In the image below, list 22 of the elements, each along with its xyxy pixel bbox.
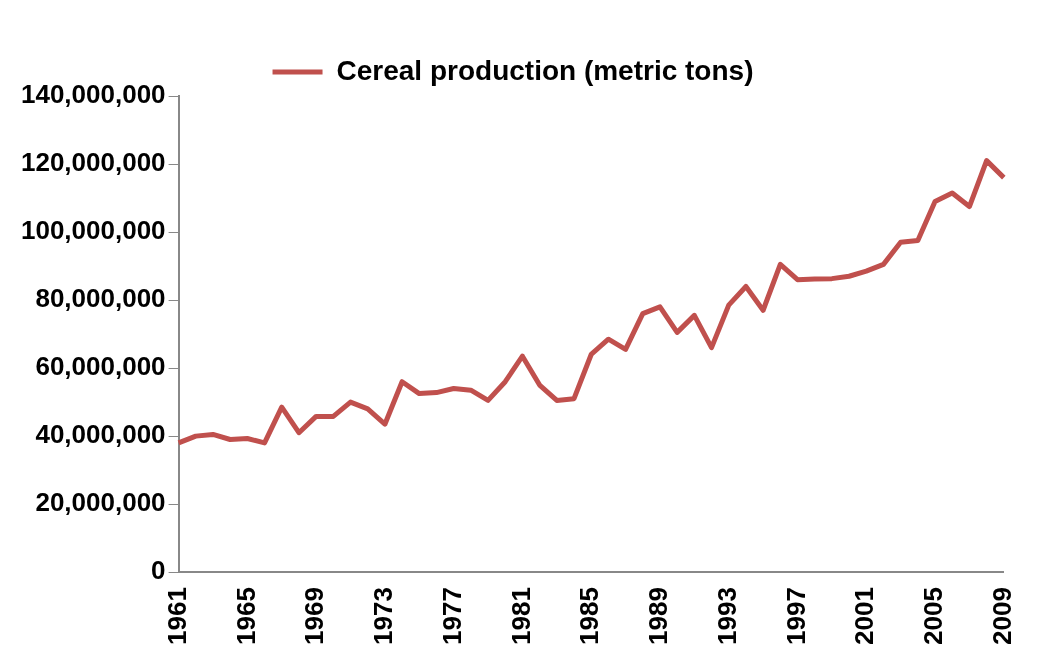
- x-tick-label: 1985: [574, 587, 605, 645]
- x-tick-label: 2005: [918, 587, 949, 645]
- legend-label: Cereal production (metric tons): [336, 54, 754, 86]
- x-tick-label: 2001: [849, 587, 880, 645]
- x-tick-label: 1997: [780, 587, 811, 645]
- y-tick-label: 80,000,000: [35, 283, 166, 314]
- y-tick-label: 140,000,000: [20, 79, 166, 110]
- x-tick-label: 2009: [986, 587, 1017, 645]
- x-tick-label: 1977: [436, 587, 467, 645]
- x-tick-label: 1993: [711, 587, 742, 645]
- x-tick-label: 1989: [643, 587, 674, 645]
- x-tick-label: 1973: [368, 587, 399, 645]
- x-tick-label: 1961: [161, 587, 192, 645]
- y-tick-label: 120,000,000: [20, 147, 166, 178]
- y-tick-label: 40,000,000: [35, 419, 166, 450]
- y-tick-label: 100,000,000: [20, 215, 166, 246]
- x-tick-label: 1969: [299, 587, 330, 645]
- y-tick-label: 0: [151, 555, 166, 586]
- y-tick-label: 60,000,000: [35, 351, 166, 382]
- x-tick-label: 1965: [230, 587, 261, 645]
- x-tick-label: 1981: [505, 587, 536, 645]
- y-tick-label: 20,000,000: [35, 487, 166, 518]
